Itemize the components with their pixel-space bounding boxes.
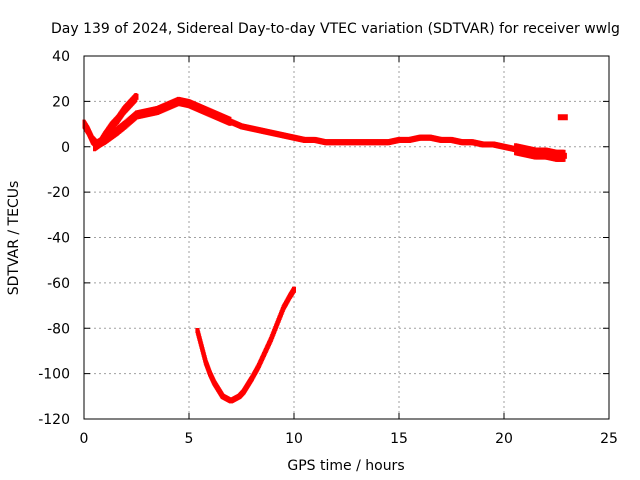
x-tick-label: 25 [600, 431, 618, 447]
x-tick-label: 20 [495, 431, 513, 447]
y-tick-label: 20 [52, 94, 70, 110]
x-tick-label: 10 [285, 431, 303, 447]
y-tick-label: 40 [52, 49, 70, 65]
series-lower-arc [195, 286, 296, 404]
data-points [82, 93, 568, 404]
grid-lines [84, 56, 609, 419]
y-tick-label: -60 [47, 276, 70, 292]
y-tick-label: -20 [47, 185, 70, 201]
chart-title: Day 139 of 2024, Sidereal Day-to-day VTE… [51, 21, 620, 37]
series-main-band [82, 96, 567, 162]
axis-ticks: 0 5 10 15 20 25 -120 -100 -80 -60 -40 -20 0 20 40 [38, 49, 618, 447]
series-upper-branch [93, 93, 139, 152]
data-point [134, 93, 139, 100]
x-tick-label: 0 [80, 431, 89, 447]
x-tick-label: 5 [185, 431, 194, 447]
x-tick-label: 15 [390, 431, 408, 447]
y-tick-label: -100 [38, 367, 70, 383]
data-point [292, 286, 296, 293]
y-axis-label: SDTVAR / TECUs [6, 181, 22, 296]
x-axis-label: GPS time / hours [287, 458, 404, 474]
y-tick-label: -120 [38, 412, 70, 428]
y-tick-label: 0 [61, 140, 70, 156]
series-isolated-point [557, 114, 568, 121]
data-point [557, 114, 568, 121]
y-tick-label: -80 [47, 321, 70, 337]
data-point [562, 152, 567, 159]
y-tick-label: -40 [47, 231, 70, 247]
